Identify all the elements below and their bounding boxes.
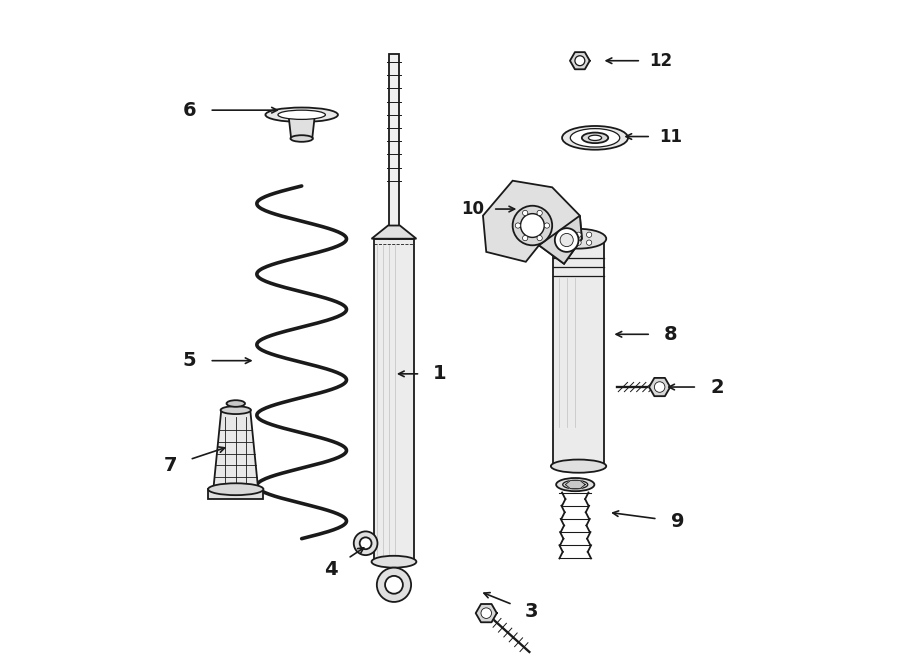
Polygon shape xyxy=(208,489,264,499)
Ellipse shape xyxy=(556,478,594,491)
Text: 4: 4 xyxy=(325,560,338,579)
Ellipse shape xyxy=(291,135,313,142)
Ellipse shape xyxy=(581,132,608,143)
Polygon shape xyxy=(390,54,399,239)
Circle shape xyxy=(354,532,377,555)
Circle shape xyxy=(537,211,543,216)
Text: 5: 5 xyxy=(183,351,196,370)
Polygon shape xyxy=(570,52,590,70)
Text: 6: 6 xyxy=(183,101,196,120)
Polygon shape xyxy=(476,604,497,622)
Text: 2: 2 xyxy=(710,377,724,397)
Ellipse shape xyxy=(266,107,338,122)
Ellipse shape xyxy=(551,459,607,473)
Polygon shape xyxy=(539,216,581,263)
Text: 7: 7 xyxy=(164,456,177,475)
Circle shape xyxy=(537,236,543,241)
Circle shape xyxy=(587,240,591,246)
Polygon shape xyxy=(649,378,670,396)
Polygon shape xyxy=(553,239,604,466)
Circle shape xyxy=(360,538,372,549)
Circle shape xyxy=(587,232,591,238)
Text: 11: 11 xyxy=(660,128,682,146)
Circle shape xyxy=(385,576,403,594)
Circle shape xyxy=(575,56,585,66)
Ellipse shape xyxy=(227,401,245,407)
Polygon shape xyxy=(213,410,258,489)
Circle shape xyxy=(654,382,665,393)
Text: 9: 9 xyxy=(670,512,684,531)
Ellipse shape xyxy=(220,406,251,414)
Polygon shape xyxy=(483,181,581,263)
Polygon shape xyxy=(372,226,417,239)
Circle shape xyxy=(576,240,581,246)
Ellipse shape xyxy=(278,110,326,119)
Circle shape xyxy=(544,223,550,228)
Ellipse shape xyxy=(571,128,620,147)
Polygon shape xyxy=(565,481,585,489)
Circle shape xyxy=(565,240,571,246)
Text: 3: 3 xyxy=(524,602,537,622)
Circle shape xyxy=(576,232,581,238)
Ellipse shape xyxy=(372,556,417,567)
Circle shape xyxy=(554,228,579,252)
Text: 12: 12 xyxy=(650,52,672,70)
Ellipse shape xyxy=(562,481,588,489)
Circle shape xyxy=(481,608,491,618)
Circle shape xyxy=(523,211,527,216)
Ellipse shape xyxy=(589,135,601,140)
Ellipse shape xyxy=(208,483,264,495)
Text: 8: 8 xyxy=(664,325,678,344)
Ellipse shape xyxy=(551,229,607,249)
Circle shape xyxy=(520,214,544,238)
Polygon shape xyxy=(374,239,414,562)
Text: 1: 1 xyxy=(433,364,447,383)
Text: 10: 10 xyxy=(462,200,484,218)
Ellipse shape xyxy=(562,126,628,150)
Circle shape xyxy=(516,223,520,228)
Circle shape xyxy=(560,234,573,247)
Circle shape xyxy=(523,236,527,241)
Polygon shape xyxy=(289,115,315,138)
Circle shape xyxy=(513,206,553,246)
Circle shape xyxy=(565,232,571,238)
Circle shape xyxy=(377,567,411,602)
